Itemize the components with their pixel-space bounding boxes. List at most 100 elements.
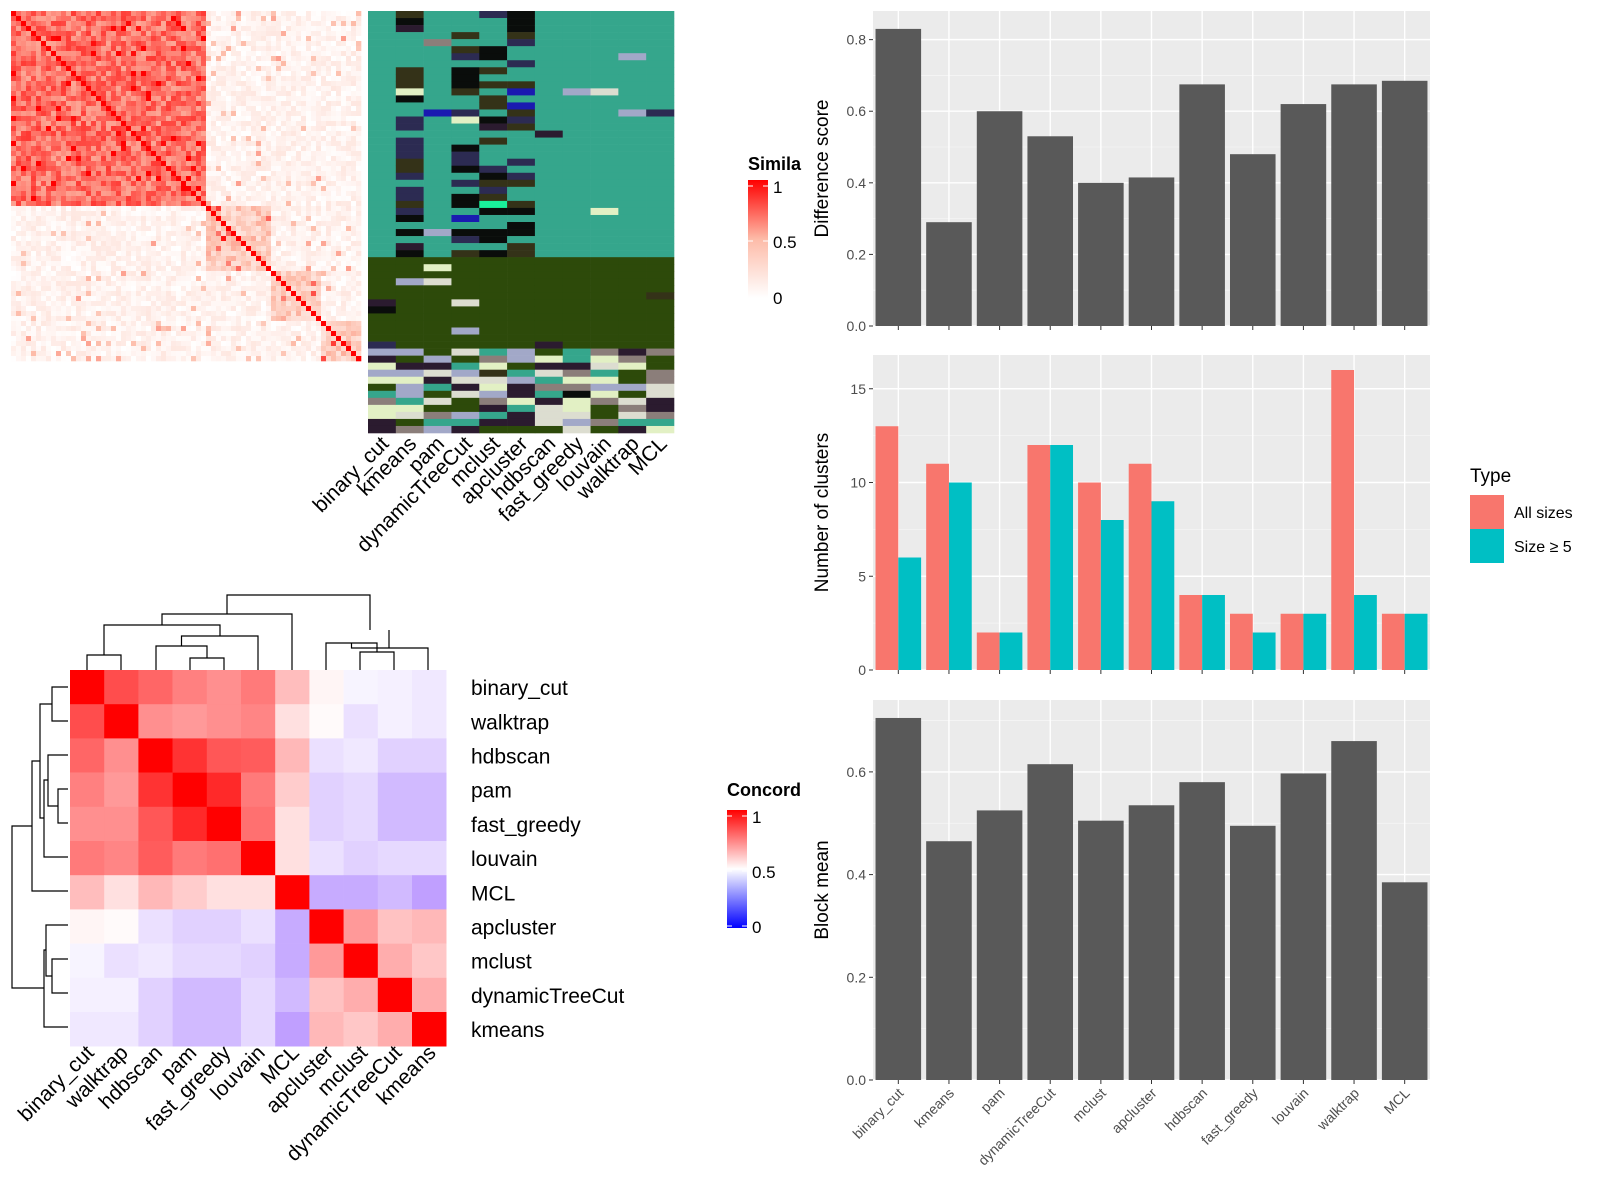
similarity-cell (96, 216, 102, 222)
similarity-cell (181, 256, 187, 262)
similarity-cell (206, 156, 212, 162)
similarity-cell (276, 231, 282, 237)
similarity-cell (296, 71, 302, 77)
similarity-cell (321, 86, 327, 92)
similarity-cell (146, 336, 152, 342)
similarity-cell (236, 56, 242, 62)
similarity-cell (221, 251, 227, 257)
similarity-cell (56, 156, 62, 162)
similarity-cell (131, 116, 137, 122)
similarity-cell (171, 266, 177, 272)
similarity-cell (146, 81, 152, 87)
similarity-cell (116, 251, 122, 257)
similarity-cell (256, 266, 262, 272)
similarity-cell (216, 286, 222, 292)
similarity-cell (226, 246, 232, 252)
similarity-cell (351, 206, 357, 212)
similarity-cell (71, 76, 77, 82)
similarity-cell (131, 291, 137, 297)
similarity-cell (31, 311, 37, 317)
similarity-cell (246, 21, 252, 27)
similarity-cell (156, 306, 162, 312)
similarity-cell (276, 296, 282, 302)
similarity-cell (226, 156, 232, 162)
similarity-cell (286, 346, 292, 352)
similarity-cell (201, 91, 207, 97)
similarity-cell (86, 311, 92, 317)
similarity-cell (211, 251, 217, 257)
similarity-cell (166, 241, 172, 247)
similarity-cell (106, 281, 112, 287)
similarity-cell (101, 281, 107, 287)
similarity-cell (11, 121, 17, 127)
similarity-cell (21, 256, 27, 262)
similarity-cell (356, 46, 362, 52)
similarity-cell (66, 41, 72, 47)
similarity-cell (91, 211, 97, 217)
similarity-cell (246, 321, 252, 327)
similarity-cell (51, 206, 57, 212)
similarity-cell (16, 216, 22, 222)
similarity-cell (311, 111, 317, 117)
similarity-cell (306, 141, 312, 147)
similarity-cell (191, 356, 197, 362)
similarity-cell (171, 166, 177, 172)
similarity-cell (141, 141, 147, 147)
similarity-cell (166, 116, 172, 122)
similarity-cell (146, 16, 152, 22)
similarity-cell (36, 291, 42, 297)
similarity-cell (151, 11, 157, 17)
similarity-cell (66, 66, 72, 72)
similarity-cell (281, 86, 287, 92)
similarity-cell (331, 126, 337, 132)
similarity-cell (11, 106, 17, 112)
similarity-cell (321, 271, 327, 277)
similarity-cell (61, 226, 67, 232)
similarity-cell (21, 76, 27, 82)
similarity-cell (186, 326, 192, 332)
similarity-cell (226, 311, 232, 317)
similarity-cell (156, 86, 162, 92)
similarity-cell (281, 26, 287, 32)
similarity-cell (326, 156, 332, 162)
similarity-cell (341, 26, 347, 32)
similarity-cell (16, 276, 22, 282)
similarity-cell (276, 221, 282, 227)
similarity-cell (86, 91, 92, 97)
similarity-cell (231, 256, 237, 262)
similarity-cell (206, 306, 212, 312)
similarity-cell (266, 321, 272, 327)
similarity-cell (56, 311, 62, 317)
similarity-cell (101, 21, 107, 27)
similarity-cell (216, 56, 222, 62)
similarity-cell (81, 61, 87, 67)
similarity-cell (136, 291, 142, 297)
similarity-cell (76, 331, 82, 337)
similarity-cell (271, 126, 277, 132)
similarity-cell (11, 341, 17, 347)
similarity-cell (121, 51, 127, 57)
similarity-cell (231, 346, 237, 352)
similarity-cell (171, 136, 177, 142)
similarity-cell (71, 321, 77, 327)
similarity-cell (266, 316, 272, 322)
similarity-cell (351, 231, 357, 237)
similarity-cell (156, 241, 162, 247)
similarity-cell (116, 86, 122, 92)
similarity-cell (101, 11, 107, 17)
similarity-cell (116, 286, 122, 292)
similarity-cell (351, 101, 357, 107)
similarity-cell (91, 201, 97, 207)
similarity-cell (126, 261, 132, 267)
similarity-cell (21, 91, 27, 97)
similarity-cell (21, 261, 27, 267)
similarity-cell (326, 76, 332, 82)
similarity-cell (21, 291, 27, 297)
similarity-cell (176, 331, 182, 337)
similarity-cell (196, 341, 202, 347)
similarity-cell (216, 76, 222, 82)
similarity-cell (316, 341, 322, 347)
similarity-cell (216, 316, 222, 322)
similarity-cell (111, 111, 117, 117)
similarity-cell (331, 331, 337, 337)
